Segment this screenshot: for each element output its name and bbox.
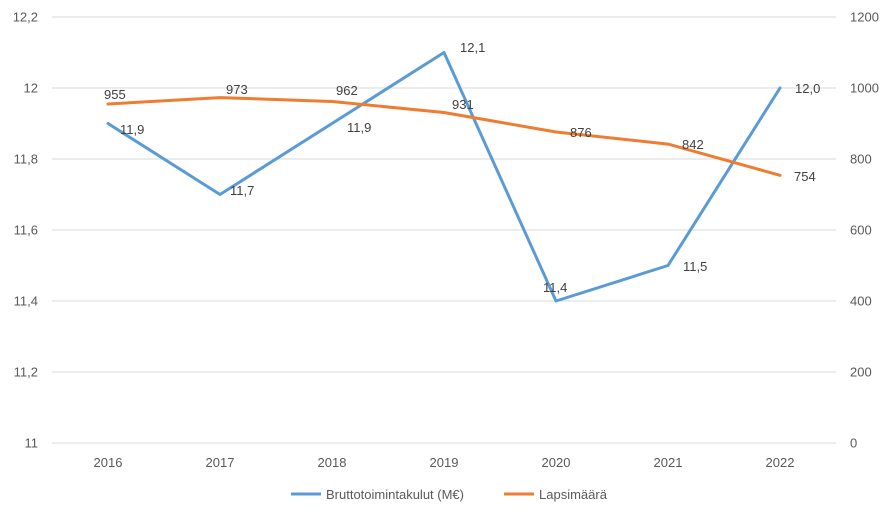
- data-label: 12,0: [795, 81, 820, 96]
- right-axis: 0 200 400 600 800 1000 1200: [850, 10, 879, 451]
- left-axis-tick-label: 11,6: [14, 223, 38, 238]
- left-axis-tick-label: 12: [24, 81, 38, 96]
- series-line-lapsimaara: [106, 96, 782, 177]
- x-axis-tick-label: 2016: [94, 455, 123, 470]
- data-label: 962: [336, 83, 358, 98]
- x-axis: 2016 2017 2018 2019 2020 2021 2022: [94, 455, 795, 470]
- right-axis-tick-label: 1000: [850, 81, 879, 96]
- left-axis-tick-label: 12,2: [13, 10, 38, 25]
- right-axis-tick-label: 0: [850, 436, 857, 451]
- legend-label: Lapsimäärä: [539, 487, 608, 502]
- data-label: 11,5: [683, 259, 707, 274]
- data-labels: 11,9 11,7 11,9 12,1 11,4 11,5 12,0 955 973 962 931…: [104, 40, 820, 295]
- data-label: 11,9: [347, 120, 371, 135]
- left-axis-tick-label: 11: [25, 436, 39, 451]
- left-axis-tick-label: 11,8: [14, 152, 38, 167]
- legend-label: Bruttotoimintakulut (M€): [326, 487, 464, 502]
- legend: Bruttotoimintakulut (M€) Lapsimäärä: [291, 487, 608, 502]
- x-axis-tick-label: 2018: [318, 455, 347, 470]
- x-axis-tick-label: 2020: [542, 455, 571, 470]
- left-axis: 11 11,2 11,4 11,6 11,8 12 12,2: [13, 10, 38, 451]
- data-label: 11,9: [120, 122, 144, 137]
- gridlines: [52, 16, 836, 444]
- series-line-bruttotoimintakulut: [106, 51, 782, 303]
- left-axis-tick-label: 11,2: [14, 365, 38, 380]
- right-axis-tick-label: 1200: [850, 10, 879, 25]
- series-lines: [106, 51, 782, 303]
- data-label: 754: [794, 169, 816, 184]
- data-label: 12,1: [460, 40, 485, 55]
- data-label: 931: [452, 97, 474, 112]
- x-axis-tick-label: 2022: [766, 455, 795, 470]
- data-label: 11,7: [230, 183, 254, 198]
- left-axis-tick-label: 11,4: [14, 294, 38, 309]
- data-label: 842: [682, 137, 704, 152]
- data-label: 973: [226, 82, 248, 97]
- right-axis-tick-label: 400: [850, 294, 872, 309]
- right-axis-tick-label: 800: [850, 152, 872, 167]
- data-label: 876: [570, 125, 592, 140]
- x-axis-tick-label: 2021: [654, 455, 683, 470]
- data-label: 11,4: [543, 280, 567, 295]
- x-axis-tick-label: 2017: [206, 455, 235, 470]
- data-label: 955: [104, 87, 126, 102]
- right-axis-tick-label: 600: [850, 223, 872, 238]
- right-axis-tick-label: 200: [850, 365, 872, 380]
- x-axis-tick-label: 2019: [430, 455, 459, 470]
